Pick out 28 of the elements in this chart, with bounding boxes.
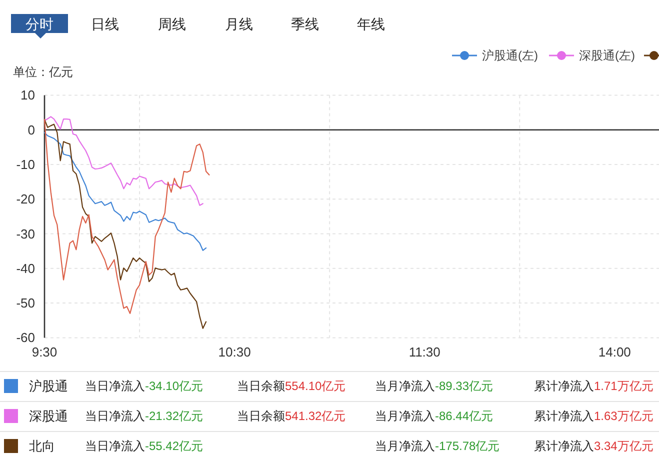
text: 当日余额554.10亿元: [237, 379, 346, 393]
legend-label: 沪股通: [29, 378, 68, 394]
text: 累计净流入3.34万亿元: [534, 439, 654, 453]
x-tick-label: 9:30: [32, 344, 58, 360]
legend-label: 深股通: [29, 408, 68, 424]
text: 当日净流入-34.10亿元: [85, 379, 204, 393]
x-tick-label: 10:30: [218, 344, 251, 360]
text: 当日净流入-21.32亿元: [85, 409, 204, 423]
y-tick-label: -50: [16, 296, 35, 311]
x-tick-label: 11:30: [408, 344, 440, 360]
text: 当日净流入-55.42亿元: [85, 439, 204, 453]
y-tick-label: -30: [16, 226, 35, 242]
text: 累计净流入1.71万亿元: [534, 379, 654, 393]
text: 当月净流入-89.33亿元: [375, 379, 494, 393]
text: 累计净流入1.63万亿元: [534, 409, 654, 423]
y-tick-label: 0: [28, 122, 35, 138]
y-tick-label: 10: [20, 88, 35, 103]
y-axis-title: 单位：亿元: [13, 65, 73, 79]
y-tick-label: -10: [16, 156, 35, 172]
y-tick-label: -40: [16, 260, 35, 276]
y-tick-label: -20: [16, 192, 35, 207]
tabs: 分时 日线 周线 月线 季线 年线: [11, 14, 385, 38]
y-tick-label: -60: [16, 330, 35, 346]
text: 当日余额541.32亿元: [237, 409, 346, 423]
x-tick-label: 14:00: [598, 344, 631, 360]
text: 当月净流入-86.44亿元: [375, 409, 494, 423]
text: 当月净流入-175.78亿元: [375, 439, 500, 453]
legend-label: 北向: [29, 438, 55, 454]
